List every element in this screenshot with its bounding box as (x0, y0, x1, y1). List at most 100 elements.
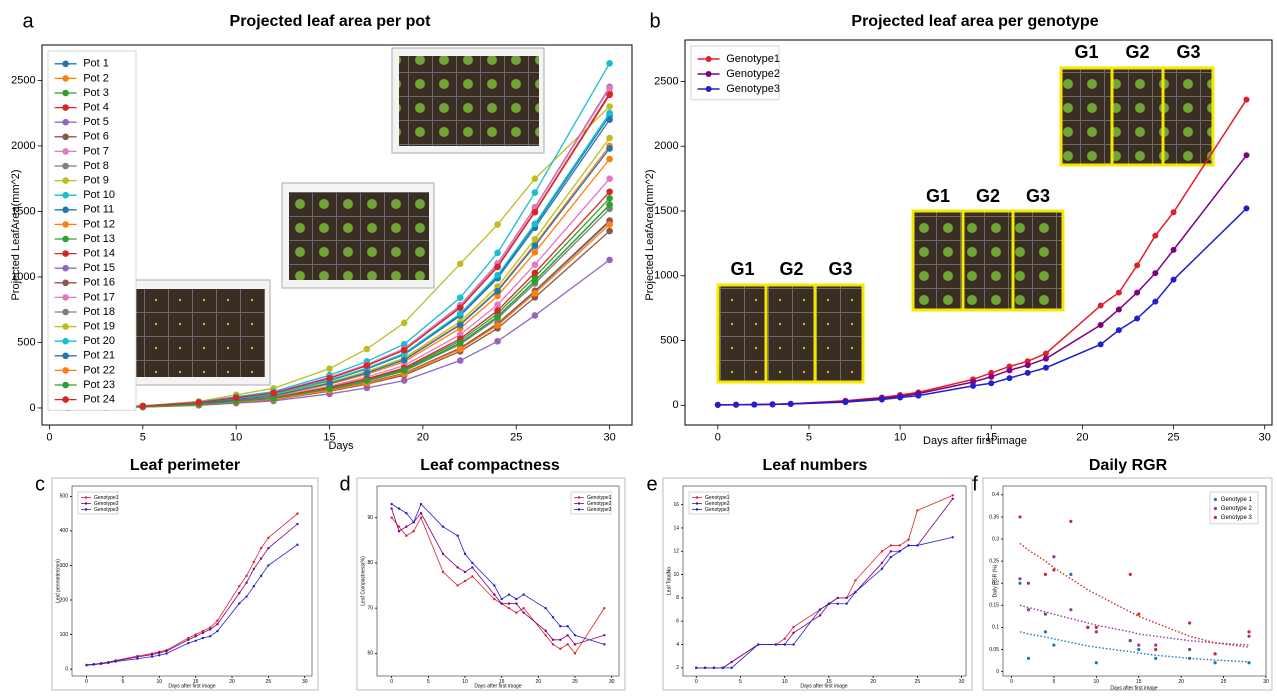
data-point (544, 606, 547, 610)
data-point (1243, 96, 1250, 103)
x-tick-label: 25 (1221, 679, 1227, 685)
legend-label: Genotype3 (587, 507, 612, 513)
legend-label: Pot 11 (83, 204, 114, 216)
data-point (507, 606, 511, 610)
data-point (889, 544, 893, 547)
panel: Projected leaf area per pot a Days Projecte… (10, 10, 633, 452)
data-point (194, 635, 197, 638)
image-label: G3 (1026, 186, 1050, 206)
data-point (1018, 515, 1022, 519)
data-point (559, 625, 562, 628)
data-point (880, 550, 884, 553)
data-point (507, 602, 511, 605)
image-label: G1 (730, 259, 754, 279)
x-tick-label: 15 (193, 679, 199, 685)
legend-label: Pot 8 (83, 160, 109, 172)
x-tick-label: 15 (985, 432, 997, 444)
legend-swatch (62, 337, 69, 345)
legend-label: Pot 5 (83, 116, 109, 128)
legend-label: Genotype2 (587, 501, 612, 507)
x-tick-label: 5 (122, 679, 125, 685)
legend-label: Genotype1 (587, 495, 612, 501)
data-point (1018, 581, 1022, 585)
y-tick-label: 2500 (11, 74, 35, 86)
x-tick-label: 0 (390, 679, 393, 685)
data-point (158, 651, 161, 655)
y-tick-label: 1500 (654, 205, 678, 217)
x-tick-label: 25 (572, 679, 578, 685)
data-point (136, 657, 139, 660)
photo-divider (1110, 68, 1165, 165)
data-point (412, 530, 415, 533)
data-point (531, 277, 539, 285)
legend-label: Pot 18 (83, 306, 115, 318)
legend-swatch (695, 502, 699, 505)
data-point (531, 189, 539, 196)
y-axis-label: Leaf Compactness(%) (360, 556, 366, 606)
data-point (326, 380, 333, 387)
y-axis-label: Projected LeafArea(mm^2) (644, 169, 656, 300)
legend-swatch (62, 279, 69, 287)
data-point (880, 567, 884, 570)
data-point (606, 145, 613, 152)
y-tick-label: 0.15 (989, 603, 999, 609)
x-tick-label: 5 (806, 432, 812, 444)
legend-swatch (62, 89, 69, 97)
legend-label: Pot 2 (83, 72, 109, 84)
image-label: G2 (779, 259, 803, 279)
y-tick-label: 2000 (654, 140, 678, 152)
data-point (405, 511, 408, 515)
data-point (1094, 661, 1098, 665)
data-point (1137, 643, 1141, 647)
data-point (1069, 608, 1073, 612)
series-line (696, 498, 954, 669)
y-tick-label: 0.2 (992, 581, 999, 587)
legend-swatch (1213, 506, 1217, 511)
panel: Daily RGR f Days after first image Daily RG… (972, 457, 1273, 691)
data-point (238, 584, 241, 588)
y-axis-label: Leaf perimeter(mm) (55, 559, 61, 603)
x-tick-label: 5 (739, 679, 742, 685)
data-point (606, 60, 613, 67)
data-point (603, 634, 606, 637)
y-tick-label: 200 (60, 597, 69, 603)
series-line (717, 207, 1248, 406)
data-point (419, 516, 423, 519)
data-point (1086, 625, 1090, 629)
data-point (836, 602, 839, 605)
data-point (85, 664, 88, 667)
legend-swatch (695, 496, 699, 499)
legend-label: Genotype3 (705, 507, 730, 513)
data-point (606, 256, 613, 264)
data-point (1042, 350, 1049, 357)
legend-swatch (62, 235, 69, 243)
series-line (696, 536, 953, 669)
data-point (606, 175, 613, 182)
y-tick-label: 100 (60, 632, 69, 638)
tray-photo (125, 289, 265, 377)
data-point (1154, 643, 1158, 647)
data-point (1097, 341, 1104, 348)
data-point (1026, 656, 1031, 660)
image-label: G3 (828, 259, 852, 279)
data-point (296, 512, 299, 515)
y-tick-label: 70 (367, 605, 373, 611)
y-tick-label: 1500 (11, 205, 35, 217)
data-point (419, 511, 423, 515)
data-point (494, 313, 501, 320)
data-point (522, 606, 525, 610)
data-point (493, 584, 496, 587)
x-axis-label: Days after first image (168, 683, 215, 689)
legend-swatch (577, 496, 581, 499)
y-tick-label: 500 (60, 494, 69, 500)
legend-label: Pot 4 (83, 102, 109, 114)
data-point (107, 661, 110, 665)
tray-photo (1059, 66, 1215, 167)
data-point (456, 321, 464, 329)
data-point (165, 652, 168, 655)
data-point (405, 534, 408, 537)
data-point (390, 516, 393, 519)
data-point (1024, 369, 1031, 376)
data-point (187, 641, 190, 645)
